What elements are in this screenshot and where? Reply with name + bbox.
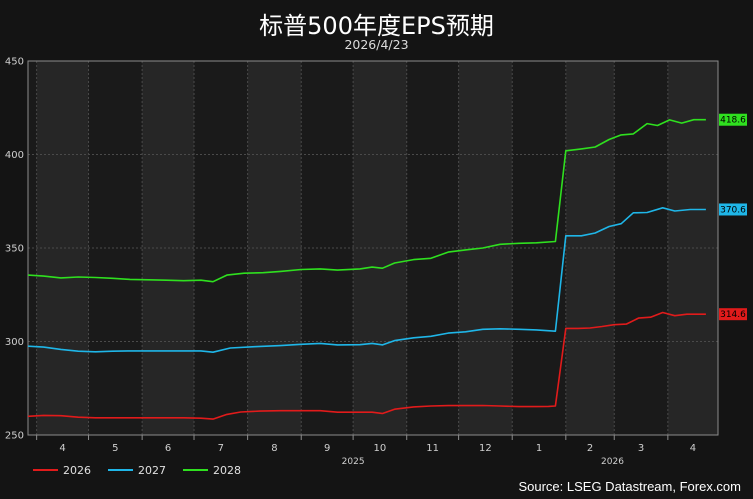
x-tick-label: 8 bbox=[271, 443, 277, 454]
y-tick-label: 300 bbox=[5, 337, 24, 348]
legend-label-2028: 2028 bbox=[213, 464, 241, 477]
series-lines bbox=[27, 118, 706, 420]
legend-label-2026: 2026 bbox=[63, 464, 91, 477]
x-tick-label: 2 bbox=[587, 443, 593, 454]
plot-frame bbox=[27, 60, 719, 436]
x-tick-label: 4 bbox=[690, 443, 696, 454]
end-label-2026: 314.6 bbox=[720, 310, 746, 320]
x-tick-label: 1 bbox=[536, 443, 542, 454]
series-line-2028 bbox=[27, 118, 706, 283]
series-line-2027 bbox=[27, 207, 706, 353]
x-year-label: 2026 bbox=[601, 457, 624, 467]
x-tick-label: 11 bbox=[426, 443, 439, 454]
chart-title: 标普500年度EPS预期 bbox=[259, 12, 494, 40]
end-labels: 314.6 370.6 418.6 bbox=[719, 113, 747, 321]
grid-lines bbox=[28, 61, 718, 435]
x-tick-label: 12 bbox=[479, 443, 492, 454]
end-label-2028: 418.6 bbox=[720, 116, 746, 126]
y-tick-label: 400 bbox=[5, 150, 24, 161]
legend-label-2027: 2027 bbox=[138, 464, 166, 477]
x-tick-label: 10 bbox=[374, 443, 387, 454]
end-label-box-2027 bbox=[719, 203, 747, 216]
x-tick-label: 7 bbox=[218, 443, 224, 454]
end-label-2027: 370.6 bbox=[720, 205, 746, 215]
x-year-label: 2025 bbox=[342, 457, 365, 467]
chart-subtitle: 2026/4/23 bbox=[344, 37, 409, 52]
x-tick-label: 4 bbox=[59, 443, 65, 454]
x-tick-label: 3 bbox=[638, 443, 644, 454]
x-tick-label: 6 bbox=[165, 443, 171, 454]
x-tick-label: 5 bbox=[112, 443, 118, 454]
y-tick-label: 350 bbox=[5, 244, 24, 255]
x-tick-label: 9 bbox=[324, 443, 330, 454]
series-line-2026 bbox=[27, 311, 706, 420]
legend: 2026 2027 2028 bbox=[33, 464, 241, 477]
y-tick-label: 450 bbox=[5, 57, 24, 68]
end-label-box-2026 bbox=[719, 308, 747, 321]
end-label-box-2028 bbox=[719, 113, 747, 126]
source-note: Source: LSEG Datastream, Forex.com bbox=[518, 479, 741, 494]
y-axis: 250 300 350 400 450 bbox=[5, 57, 24, 442]
y-tick-label: 250 bbox=[5, 431, 24, 442]
